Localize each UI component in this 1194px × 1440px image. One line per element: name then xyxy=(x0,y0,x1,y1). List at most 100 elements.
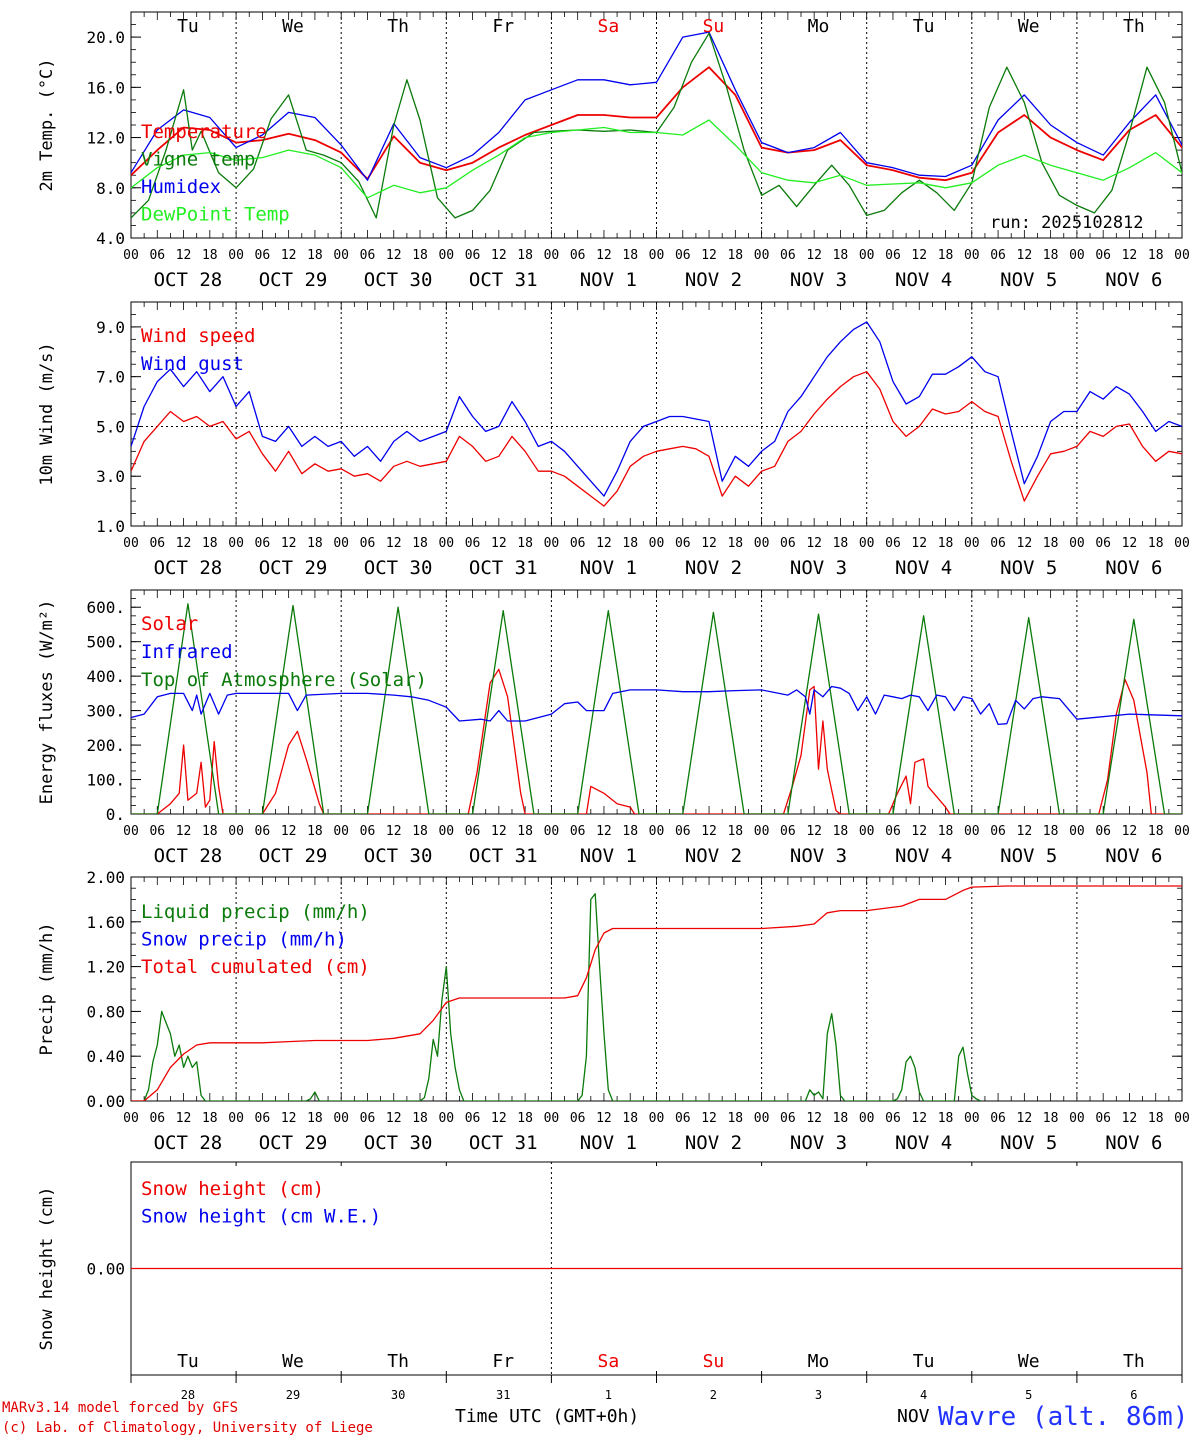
hour-label: 12 xyxy=(596,536,612,551)
hour-label: 00 xyxy=(228,536,244,551)
time-axis-label: Time UTC (GMT+0h) xyxy=(455,1406,640,1427)
hour-label: 12 xyxy=(806,536,822,551)
series-line-top-of-atmosphere-solar- xyxy=(131,603,1182,814)
series-group xyxy=(131,31,1182,219)
hour-label: 00 xyxy=(228,248,244,263)
y-tick-label: 20.0 xyxy=(86,28,125,47)
hour-label: 12 xyxy=(491,824,507,839)
hour-label: 18 xyxy=(202,824,218,839)
hour-label: 12 xyxy=(176,248,192,263)
hour-label: 12 xyxy=(176,824,192,839)
hour-label: 00 xyxy=(964,1111,980,1126)
hour-label: 06 xyxy=(255,248,271,263)
hour-label: 18 xyxy=(727,248,743,263)
y-tick-label: 3.0 xyxy=(96,467,125,486)
legend-entry: Solar xyxy=(141,613,198,635)
day-name: We xyxy=(282,1351,304,1372)
day-name: Mo xyxy=(808,1351,830,1372)
hour-label: 12 xyxy=(491,248,507,263)
hour-label: 00 xyxy=(1069,1111,1085,1126)
date-label: NOV 2 xyxy=(685,845,742,867)
hour-label: 06 xyxy=(1095,536,1111,551)
hour-label: 06 xyxy=(1095,1111,1111,1126)
hour-label: 06 xyxy=(360,536,376,551)
date-label: OCT 30 xyxy=(364,557,433,579)
hour-label: 00 xyxy=(754,248,770,263)
hour-label: 18 xyxy=(727,536,743,551)
y-tick-label: 4.0 xyxy=(96,229,125,248)
series-group xyxy=(131,603,1182,814)
day-name: Th xyxy=(1123,16,1145,37)
series-group xyxy=(131,321,1182,507)
day-number: 6 xyxy=(1130,1388,1137,1402)
hour-label: 18 xyxy=(517,536,533,551)
date-label: OCT 29 xyxy=(259,1132,328,1154)
hour-label: 18 xyxy=(1043,824,1059,839)
hour-label: 18 xyxy=(1148,536,1164,551)
y-tick-label: 0.00 xyxy=(86,1260,125,1279)
hour-label: 18 xyxy=(202,1111,218,1126)
legend-entry: Snow height (cm) xyxy=(141,1178,324,1200)
hour-label: 00 xyxy=(1174,824,1190,839)
legend-entry: Wind gust xyxy=(141,353,244,375)
hour-label: 00 xyxy=(649,824,665,839)
hour-label: 06 xyxy=(465,824,481,839)
hour-label: 06 xyxy=(990,248,1006,263)
y-tick-label: 0.40 xyxy=(86,1047,125,1066)
series-line-wind-gust xyxy=(131,321,1182,497)
hour-label: 06 xyxy=(570,824,586,839)
day-number: 4 xyxy=(920,1388,927,1402)
panel-4: 0.00 0.40 0.80 1.20 1.60 2.00 Precip (mm/h) Liq… xyxy=(37,868,1190,1154)
hour-label: 12 xyxy=(176,536,192,551)
hour-label: 18 xyxy=(833,248,849,263)
series-group xyxy=(131,885,1182,1101)
hour-label: 12 xyxy=(911,536,927,551)
legend-entry: Humidex xyxy=(141,176,221,198)
hour-label: 18 xyxy=(1043,1111,1059,1126)
hour-label: 06 xyxy=(255,1111,271,1126)
hour-label: 06 xyxy=(675,248,691,263)
date-label: OCT 30 xyxy=(364,269,433,291)
y-tick-label: 200. xyxy=(86,736,125,755)
date-label: NOV 6 xyxy=(1105,269,1162,291)
hour-label: 00 xyxy=(438,248,454,263)
hour-label: 18 xyxy=(1043,248,1059,263)
date-label: NOV 5 xyxy=(1000,1132,1057,1154)
date-label: NOV 5 xyxy=(1000,557,1057,579)
legend-entry: Infrared xyxy=(141,641,233,663)
series-line-infrared xyxy=(131,685,1182,726)
hour-label: 00 xyxy=(1069,248,1085,263)
legend-entry: Total cumulated (cm) xyxy=(141,956,370,978)
date-label: NOV 3 xyxy=(790,269,847,291)
hour-label: 00 xyxy=(333,536,349,551)
hour-label: 12 xyxy=(281,248,297,263)
hour-label: 00 xyxy=(964,536,980,551)
hour-label: 06 xyxy=(570,1111,586,1126)
day-name: Th xyxy=(387,1351,409,1372)
date-label: NOV 1 xyxy=(580,269,637,291)
hour-label: 12 xyxy=(1017,248,1033,263)
hour-label: 00 xyxy=(544,1111,560,1126)
hour-label: 00 xyxy=(649,248,665,263)
day-number: 2 xyxy=(710,1388,717,1402)
y-tick-label: 16.0 xyxy=(86,78,125,97)
hour-label: 12 xyxy=(386,536,402,551)
date-label: NOV 2 xyxy=(685,269,742,291)
hour-label: 18 xyxy=(202,248,218,263)
hour-label: 00 xyxy=(123,1111,139,1126)
day-name: Th xyxy=(387,16,409,37)
y-tick-label: 0.00 xyxy=(86,1092,125,1111)
hour-label: 12 xyxy=(701,248,717,263)
y-axis-label: 2m Temp. (°C) xyxy=(37,58,57,191)
date-label: OCT 29 xyxy=(259,269,328,291)
date-label: NOV 5 xyxy=(1000,845,1057,867)
hour-label: 18 xyxy=(307,536,323,551)
date-label: OCT 29 xyxy=(259,557,328,579)
hour-label: 12 xyxy=(386,248,402,263)
hour-label: 06 xyxy=(1095,824,1111,839)
month-label: NOV xyxy=(897,1406,930,1427)
legend-entry: Snow height (cm W.E.) xyxy=(141,1206,381,1228)
hour-label: 18 xyxy=(727,824,743,839)
date-label: OCT 30 xyxy=(364,1132,433,1154)
